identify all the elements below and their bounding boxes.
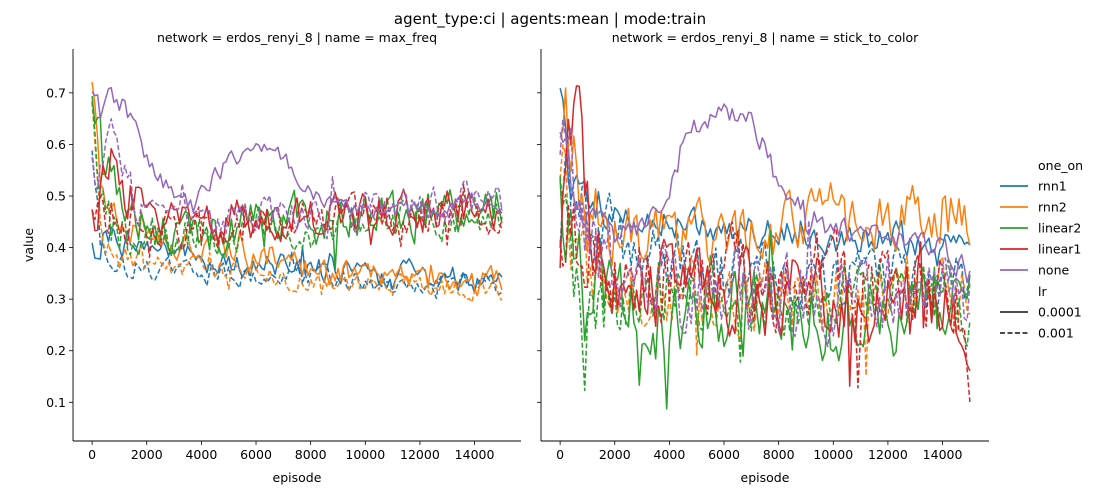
x-tick-label: 2000 xyxy=(131,447,163,462)
series-line-linear1-lr-0.0001 xyxy=(91,147,503,246)
series-line-rnn2-lr-0.0001 xyxy=(559,87,971,267)
x-tick-label: 8000 xyxy=(763,447,795,462)
series-line-rnn2-lr-0.001 xyxy=(559,144,971,377)
panel-title: network = erdos_renyi_8 | name = stick_t… xyxy=(612,30,919,45)
legend-hue-title: one_on xyxy=(1038,158,1083,173)
series-line-linear1-lr-0.0001 xyxy=(559,85,971,387)
series-line-none-lr-0.0001 xyxy=(91,86,503,218)
y-tick-label: 0.6 xyxy=(46,137,66,152)
legend-label-linear2: linear2 xyxy=(1038,221,1081,236)
legend-style-label-0.001: 0.001 xyxy=(1038,326,1074,341)
panel-title: network = erdos_renyi_8 | name = max_fre… xyxy=(157,30,437,45)
y-tick-label: 0.5 xyxy=(46,189,66,204)
x-tick-label: 0 xyxy=(88,447,96,462)
y-ticks: 0.1 0.2 0.3 0.4 0.5 0.6 0.7 xyxy=(46,85,73,410)
series-line-none-lr-0.0001 xyxy=(559,103,971,284)
legend-label-rnn2: rnn2 xyxy=(1038,200,1067,215)
series-line-none-lr-0.001 xyxy=(91,118,503,240)
series-line-rnn1-lr-0.001 xyxy=(559,138,971,323)
x-tick-label: 12000 xyxy=(868,447,908,462)
series-line-rnn1-lr-0.001 xyxy=(91,150,503,300)
y-tick-label: 0.2 xyxy=(46,343,66,358)
legend-style-title: lr xyxy=(1038,284,1047,299)
legend-label-linear1: linear1 xyxy=(1038,242,1081,257)
x-tick-label: 4000 xyxy=(185,447,217,462)
y-tick-label: 0.7 xyxy=(46,85,66,100)
series-line-rnn1-lr-0.0001 xyxy=(559,88,971,267)
y-tick-label: 0.1 xyxy=(46,395,66,410)
series-line-none-lr-0.001 xyxy=(559,118,971,348)
legend-hue-entries: rnn1 rnn2 linear2 linear1 none xyxy=(1000,179,1081,278)
x-tick-label: 14000 xyxy=(455,447,495,462)
panel-max-freq: network = erdos_renyi_8 | name = max_fre… xyxy=(21,30,521,485)
series-line-linear2-lr-0.0001 xyxy=(559,178,971,410)
legend-style-entries: 0.0001 0.001 xyxy=(1000,305,1082,341)
panel-stick-to-color: network = erdos_renyi_8 | name = stick_t… xyxy=(537,30,989,485)
x-tick-label: 14000 xyxy=(923,447,963,462)
y-tick-label: 0.4 xyxy=(46,240,66,255)
x-ticks: 0 2000 4000 6000 8000 10000 12000 14000 xyxy=(88,441,494,462)
x-axis-label: episode xyxy=(273,470,322,485)
x-tick-label: 4000 xyxy=(653,447,685,462)
x-tick-label: 10000 xyxy=(813,447,853,462)
plot-area xyxy=(559,85,971,410)
figure-title: agent_type:ci | agents:mean | mode:train xyxy=(394,10,706,29)
x-axis-label: episode xyxy=(741,470,790,485)
x-tick-label: 6000 xyxy=(708,447,740,462)
x-tick-label: 2000 xyxy=(599,447,631,462)
series-line-linear1-lr-0.001 xyxy=(559,202,971,403)
legend-label-none: none xyxy=(1038,263,1069,278)
x-tick-label: 10000 xyxy=(345,447,385,462)
x-tick-label: 12000 xyxy=(400,447,440,462)
y-ticks xyxy=(537,92,541,403)
legend: one_on rnn1 rnn2 linear2 linear1 none lr 0.0… xyxy=(1000,158,1083,341)
legend-style-label-0.0001: 0.0001 xyxy=(1038,305,1082,320)
plot-area xyxy=(91,81,503,303)
legend-label-rnn1: rnn1 xyxy=(1038,179,1067,194)
x-tick-label: 8000 xyxy=(295,447,327,462)
y-tick-label: 0.3 xyxy=(46,292,66,307)
x-ticks: 0 2000 4000 6000 8000 10000 12000 14000 xyxy=(556,441,962,462)
series-line-rnn2-lr-0.001 xyxy=(91,101,503,303)
y-axis-label: value xyxy=(21,228,36,262)
x-tick-label: 6000 xyxy=(240,447,272,462)
series-line-linear2-lr-0.001 xyxy=(91,101,503,257)
x-tick-label: 0 xyxy=(556,447,564,462)
